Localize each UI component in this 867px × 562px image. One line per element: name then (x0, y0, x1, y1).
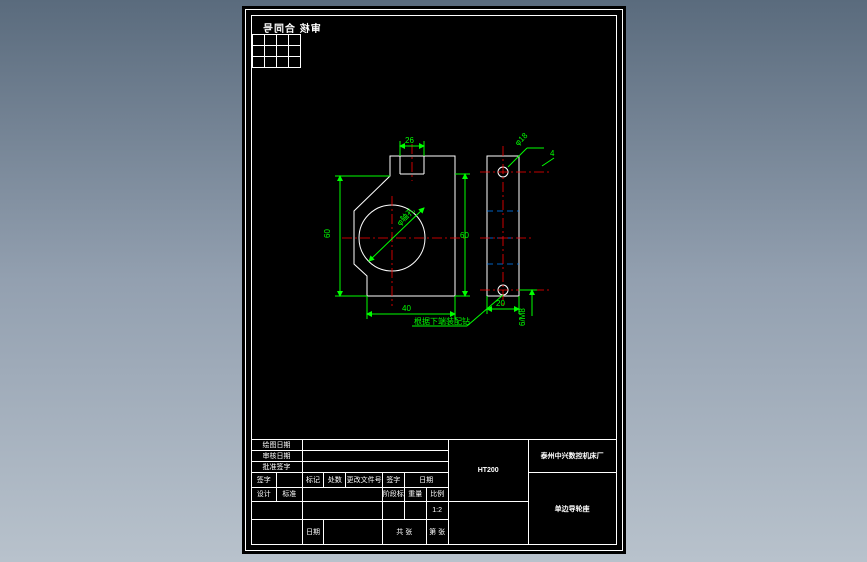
drawing-sheet: 审核 合同号 (242, 6, 626, 554)
tb-r4c4: 处数 (324, 473, 346, 488)
tb-r4c3: 标记 (302, 473, 324, 488)
tb-r3c1: 批准签字 (251, 462, 302, 473)
tb-r1c1: 绘图日期 (251, 440, 302, 451)
dim-leader-2: φ18 (513, 131, 530, 148)
tb-r7c5: 共 张 (382, 520, 426, 545)
tb-r2c1: 审核日期 (251, 451, 302, 462)
dim-top-width: 26 (405, 136, 414, 145)
tb-r5c2: 标准 (277, 487, 303, 502)
dim-side-margin: 6/M8 (518, 308, 527, 326)
front-view: φ轴孔 (342, 144, 467, 306)
dim-right-height: 60 (460, 231, 469, 240)
dim-bottom-width: 40 (402, 304, 411, 313)
tb-r4c6: 签字 (382, 473, 404, 488)
tb-r7c6: 第 张 (426, 520, 448, 545)
tb-r7c3: 日期 (302, 520, 324, 545)
tb-scale: 1:2 (426, 502, 448, 520)
dim-leader-3: 4 (550, 149, 555, 158)
tb-r4c7: 日期 (404, 473, 448, 488)
tb-r5c7: 重量 (404, 487, 426, 502)
dim-leader-note: 根据下端装配钻 (414, 316, 470, 326)
tb-company: 泰州中兴数控机床厂 (528, 440, 616, 473)
tb-material: HT200 (448, 440, 528, 502)
tb-r5c6: 阶段标记 (382, 487, 404, 502)
dim-circle-label: φ轴孔 (394, 205, 416, 227)
tb-r5c1: 设计 (251, 487, 277, 502)
tb-r4c5: 更改文件号 (346, 473, 383, 488)
title-block: 绘图日期 HT200 泰州中兴数控机床厂 审核日期 批准签字 签字 标记 处数 … (251, 439, 617, 545)
tb-r4c1: 签字 (251, 473, 277, 488)
side-view (480, 146, 552, 306)
tb-r5c8: 比例 (426, 487, 448, 502)
tb-part-name: 单边导轮座 (528, 473, 616, 545)
dim-left-height: 60 (323, 229, 332, 238)
dimensions: 26 60 60 40 20 6/M8 (323, 131, 555, 326)
